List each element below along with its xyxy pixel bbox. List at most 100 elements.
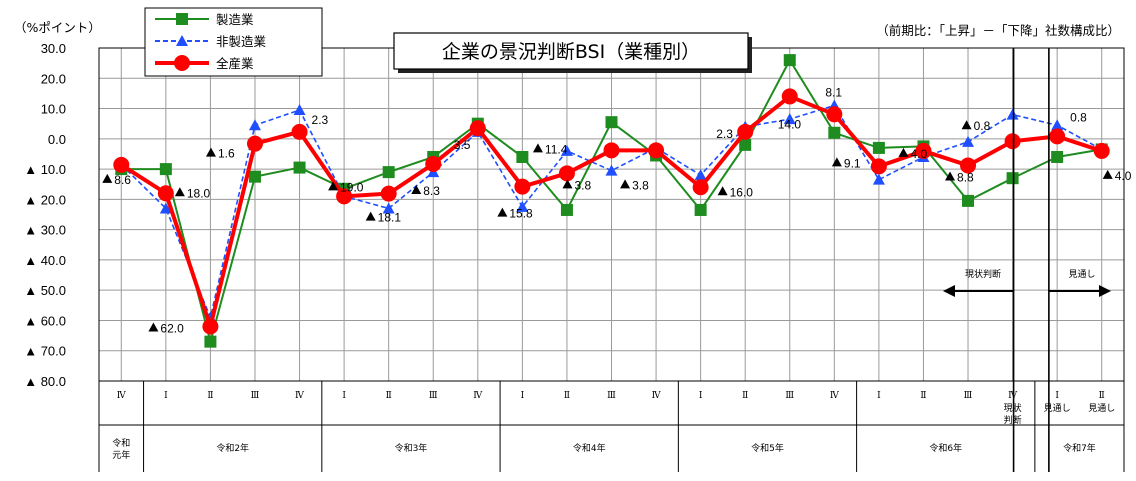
data-label-text: 9.1 xyxy=(844,156,861,170)
negative-marker xyxy=(365,211,376,221)
quarter-label: Ⅰ xyxy=(877,391,881,401)
series-point xyxy=(202,318,219,335)
quarter-label: Ⅱ xyxy=(564,391,570,401)
series-point xyxy=(159,202,172,214)
series-point xyxy=(605,116,618,129)
series-1 xyxy=(115,54,1108,348)
quarter-suffix-label: 現状 xyxy=(1004,402,1022,414)
quarter-label: Ⅱ xyxy=(742,391,748,401)
series-point xyxy=(692,179,709,196)
negative-marker xyxy=(1102,169,1113,179)
quarter-label: Ⅲ xyxy=(785,391,794,401)
data-label-text: 4.0 xyxy=(1115,169,1132,183)
legend-entry: 製造業 xyxy=(155,12,254,27)
series-point xyxy=(380,185,397,202)
negative-marker xyxy=(497,207,508,217)
annotation-genjo: 現状判断 xyxy=(965,268,1001,280)
grid xyxy=(99,47,1124,382)
data-label-text: 16.0 xyxy=(730,185,754,199)
quarter-label: Ⅱ xyxy=(207,391,213,401)
y-tick-label: 30.0 xyxy=(41,41,66,56)
series-point xyxy=(469,120,486,137)
year-label: 令和6年 xyxy=(929,442,962,454)
series-point xyxy=(739,138,752,151)
series-point xyxy=(159,163,172,176)
quarter-suffix-label: 判断 xyxy=(1004,414,1022,426)
series-point xyxy=(870,158,887,175)
quarter-label: Ⅱ xyxy=(920,391,926,401)
quarter-label: Ⅱ xyxy=(1099,391,1105,401)
data-label-text: 62.0 xyxy=(160,322,184,336)
negative-marker xyxy=(620,179,631,189)
data-label-text: 0.8 xyxy=(974,119,991,133)
data-label-text: 3.8 xyxy=(632,178,649,192)
quarter-label: Ⅰ xyxy=(342,391,346,401)
series-point xyxy=(1004,133,1021,150)
series-point xyxy=(781,88,798,105)
year-label: 令和2年 xyxy=(216,442,249,454)
data-label: 1.6 xyxy=(205,147,235,161)
data-label: 18.0 xyxy=(174,186,211,200)
legend-swatch-marker xyxy=(176,13,188,25)
series-3 xyxy=(113,88,1110,335)
data-label: 3.8 xyxy=(562,178,592,192)
data-label-text: 0.8 xyxy=(1070,110,1087,124)
chart-subtitle: （前期比：「上昇」－「下降」社数構成比） xyxy=(876,23,1120,38)
negative-marker xyxy=(831,157,842,167)
negative-marker xyxy=(532,143,543,153)
quarter-label: Ⅰ xyxy=(164,391,168,401)
data-label: 0.8 xyxy=(961,119,991,133)
y-tick-label: ▲ 60.0 xyxy=(24,313,66,328)
data-label: 15.8 xyxy=(497,207,533,221)
year-label: 令和 xyxy=(112,437,130,449)
negative-marker xyxy=(961,120,972,130)
year-label: 令和5年 xyxy=(751,442,784,454)
data-label-text: 19.0 xyxy=(340,180,364,194)
quarter-suffix-label: 見通し xyxy=(1044,403,1071,414)
data-label: 19.0 xyxy=(328,180,364,194)
data-label: 18.1 xyxy=(365,211,401,225)
negative-marker xyxy=(205,147,216,157)
negative-marker xyxy=(328,181,339,191)
data-label-text: 4.0 xyxy=(910,147,927,161)
data-label: 11.4 xyxy=(532,142,568,156)
series-point xyxy=(915,142,932,159)
series-point xyxy=(246,135,263,152)
y-tick-label: ▲ 20.0 xyxy=(24,192,66,207)
y-tick-label: 20.0 xyxy=(41,71,66,86)
series-point xyxy=(872,173,885,185)
data-label: 9.1 xyxy=(831,156,861,170)
series-point xyxy=(828,126,841,139)
series-point xyxy=(603,142,620,159)
data-label-text: 2.3 xyxy=(716,127,733,141)
data-label-text: 18.0 xyxy=(187,186,211,200)
series-point xyxy=(382,166,395,179)
quarter-label: Ⅳ xyxy=(830,391,840,401)
quarter-label: Ⅲ xyxy=(251,391,260,401)
series-point xyxy=(204,335,217,348)
data-label: 8.3 xyxy=(411,184,440,198)
series-point xyxy=(694,203,707,216)
y-tick-label: ▲ 80.0 xyxy=(24,374,66,389)
chart-title: 企業の景況判断BSI（業種別） xyxy=(442,41,700,63)
title-box xyxy=(393,32,749,70)
legend-entry: 非製造業 xyxy=(155,34,267,49)
series-group xyxy=(113,54,1110,348)
quarter-label: Ⅲ xyxy=(964,391,973,401)
series-point xyxy=(783,54,796,67)
series-point xyxy=(558,165,575,182)
year-label: 令和7年 xyxy=(1063,442,1096,454)
data-label: 2.3 xyxy=(312,113,329,127)
quarter-label: Ⅱ xyxy=(386,391,392,401)
negative-marker xyxy=(148,322,159,332)
data-label: 8.1 xyxy=(825,85,842,99)
data-label: 16.0 xyxy=(717,185,754,199)
series-point xyxy=(694,169,707,181)
y-tick-label: ▲ 40.0 xyxy=(24,253,66,268)
series-point xyxy=(560,144,573,156)
data-label-text: 8.6 xyxy=(114,173,131,187)
series-point xyxy=(425,155,442,172)
data-label: 8.8 xyxy=(945,170,974,184)
